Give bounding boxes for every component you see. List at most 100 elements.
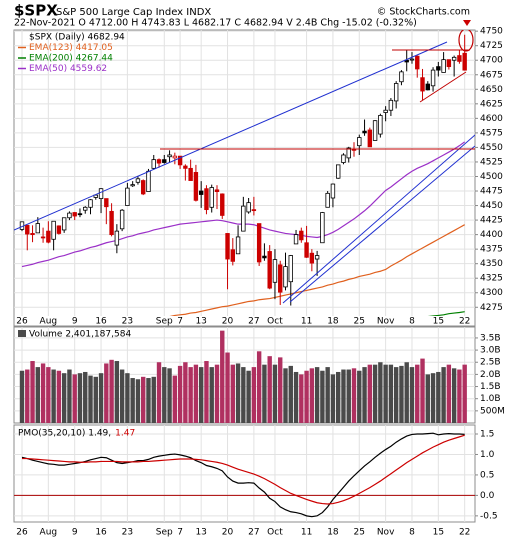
y-tick-label: 4500 bbox=[480, 172, 503, 182]
candle-body bbox=[335, 164, 341, 179]
volume-bar bbox=[83, 371, 88, 423]
y-tick-label: 4625 bbox=[480, 99, 503, 109]
x-tick-label: 13 bbox=[195, 528, 206, 538]
x-tick-label: Sep bbox=[156, 528, 173, 538]
pmo-layer bbox=[14, 425, 478, 522]
y-tick-label: 4375 bbox=[480, 245, 503, 255]
candle-body bbox=[383, 109, 388, 113]
volume-bar bbox=[114, 361, 120, 423]
y-tick-label: 0.0 bbox=[480, 491, 495, 501]
y-tick-label: 4575 bbox=[480, 128, 503, 138]
legend-swatch bbox=[18, 330, 26, 337]
y-tick-label: 4475 bbox=[480, 187, 503, 197]
volume-bar bbox=[67, 369, 72, 423]
volume-bar bbox=[146, 378, 151, 423]
volume-bar bbox=[25, 369, 30, 423]
series-line bbox=[21, 432, 465, 518]
volume-bar bbox=[320, 370, 325, 423]
price-panel bbox=[13, 29, 476, 327]
volume-bar bbox=[19, 370, 25, 423]
candle-body bbox=[241, 205, 246, 232]
trendline bbox=[419, 71, 467, 103]
x-tick-label: 16 bbox=[95, 528, 107, 538]
volume-bar bbox=[230, 364, 235, 423]
volume-bar bbox=[293, 371, 299, 423]
candle-body bbox=[67, 212, 72, 219]
candle-body bbox=[272, 259, 278, 283]
candle-body bbox=[135, 178, 141, 183]
x-tick-label: Oct bbox=[267, 317, 283, 327]
y-tick-label: 4275 bbox=[480, 303, 503, 313]
x-tick-label: 9 bbox=[72, 528, 78, 538]
plot-area bbox=[14, 432, 475, 518]
volume-bar bbox=[409, 367, 415, 423]
plot-area bbox=[19, 34, 467, 316]
volume-bar bbox=[235, 363, 241, 423]
volume-bar bbox=[151, 376, 156, 423]
candle-body bbox=[214, 189, 220, 193]
volume-bar bbox=[388, 364, 394, 423]
volume-bar bbox=[441, 367, 446, 423]
candle-body bbox=[156, 159, 162, 164]
volume-bar bbox=[425, 374, 430, 423]
candle-body bbox=[109, 210, 114, 236]
plot-area bbox=[19, 330, 467, 423]
x-tick-label: 15 bbox=[433, 317, 444, 327]
y-tick-label: 0.5 bbox=[480, 470, 494, 480]
candle-body bbox=[35, 223, 41, 234]
x-tick-label: 13 bbox=[195, 317, 206, 327]
legend-label: PMO(35,20,10) 1.49, bbox=[18, 429, 111, 439]
y-tick-label: -0.5 bbox=[480, 511, 498, 521]
volume-bar bbox=[251, 367, 257, 423]
volume-bar bbox=[399, 365, 404, 423]
volume-bar bbox=[135, 379, 141, 423]
candle-body bbox=[225, 233, 230, 260]
candle-body bbox=[399, 71, 404, 83]
candle-body bbox=[409, 58, 415, 61]
x-tick-label: 23 bbox=[122, 528, 133, 538]
volume-bar bbox=[51, 369, 56, 423]
candle-body bbox=[204, 188, 209, 211]
candle-body bbox=[188, 167, 193, 181]
volume-bar bbox=[304, 370, 309, 423]
volume-bar bbox=[336, 371, 341, 423]
y-tick-label: 4425 bbox=[480, 216, 503, 226]
volume-bar bbox=[393, 367, 399, 423]
volume-bar bbox=[430, 373, 436, 423]
candle-body bbox=[325, 192, 330, 208]
x-tick-label: 7 bbox=[177, 317, 183, 327]
legend-label: EMA(50) 4559.62 bbox=[29, 64, 107, 74]
candle-body bbox=[299, 230, 304, 241]
candle-body bbox=[436, 66, 441, 71]
candle-body bbox=[88, 199, 93, 208]
volume-bar bbox=[415, 364, 420, 423]
candle-body bbox=[357, 137, 362, 147]
y-tick-label: 4700 bbox=[480, 56, 503, 66]
candle-body bbox=[198, 190, 204, 195]
volume-bar bbox=[330, 374, 336, 423]
volume-bar bbox=[156, 362, 162, 423]
volume-bar bbox=[346, 369, 351, 423]
volume-bar bbox=[125, 373, 130, 423]
volume-bar bbox=[283, 368, 288, 423]
volume-bar bbox=[367, 364, 373, 423]
volume-bar bbox=[198, 367, 204, 423]
candle-body bbox=[46, 230, 51, 243]
y-tick-label: 4400 bbox=[480, 230, 503, 240]
y-tick-label: 4525 bbox=[480, 157, 503, 167]
volume-bar bbox=[436, 371, 441, 423]
candle-body bbox=[40, 236, 46, 239]
volume-bar bbox=[72, 374, 77, 423]
x-tick-label: Aug bbox=[40, 528, 58, 538]
volume-bar bbox=[40, 363, 46, 423]
candle-body bbox=[119, 209, 125, 230]
quote: 22-Nov-2021 O 4712.00 H 4743.83 L 4682.1… bbox=[14, 18, 417, 29]
volume-bar bbox=[267, 356, 272, 423]
symbol: $SPX bbox=[14, 2, 58, 20]
x-tick-label: 22 bbox=[459, 528, 470, 538]
y-tick-label: 2.5B bbox=[480, 358, 501, 368]
volume-bar bbox=[104, 363, 109, 423]
volume-bar bbox=[383, 364, 388, 423]
y-tick-label: 3.5B bbox=[480, 333, 501, 343]
candle-body bbox=[61, 217, 67, 231]
